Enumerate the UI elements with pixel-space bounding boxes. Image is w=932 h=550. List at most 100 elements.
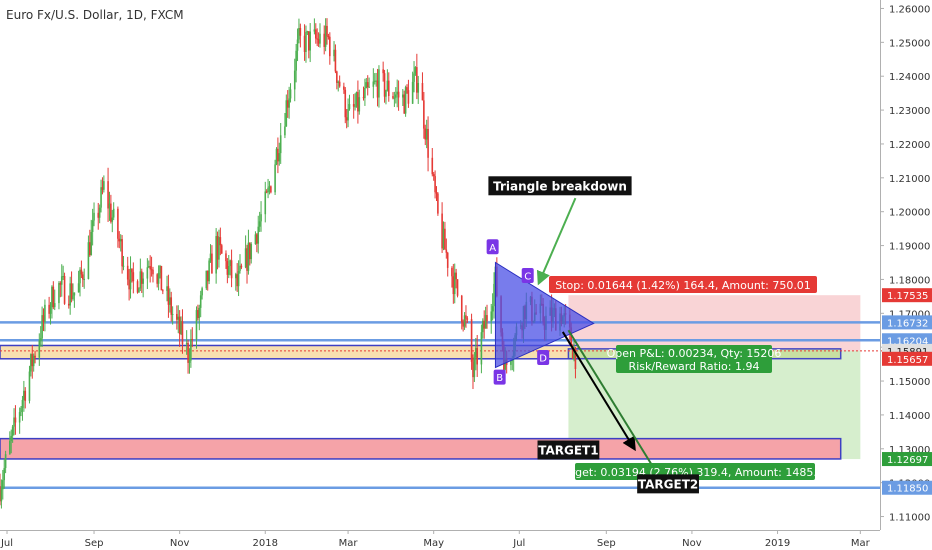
candle-body (38, 340, 41, 358)
candle-body (441, 213, 443, 249)
candle-body (299, 28, 302, 36)
candle-body (265, 191, 268, 193)
candle-body (188, 360, 191, 363)
candle-body (387, 80, 390, 97)
support-zone-2 (0, 437, 842, 460)
candle-body (23, 390, 25, 400)
price-tag-stop-box (882, 288, 932, 303)
candle-body (63, 276, 66, 304)
x-tick-label: 2019 (765, 538, 790, 549)
candle-body (247, 242, 250, 271)
candle-body (110, 203, 112, 222)
candle-body (474, 347, 477, 358)
chart-title: Euro Fx/U.S. Dollar, 1D, FXCM (6, 8, 184, 22)
candle-body (190, 338, 192, 361)
candle-body (30, 354, 32, 372)
candle-body (80, 269, 83, 275)
y-tick-label: 1.17000 (889, 309, 930, 320)
price-tag-level-2-box (882, 333, 932, 348)
candle-body (264, 191, 267, 215)
candle-body (254, 234, 257, 245)
candle-body (89, 242, 91, 256)
candle-body (348, 104, 351, 110)
candle-body (146, 267, 149, 279)
candle-body (147, 266, 150, 268)
candle-body (288, 98, 290, 108)
candle-body (167, 286, 170, 305)
triangle-point-d: D (537, 350, 550, 366)
candle-body (142, 278, 144, 284)
candle-body (277, 148, 279, 162)
candle-body (437, 193, 439, 214)
candle-body (333, 49, 335, 57)
point-label-box (493, 369, 506, 385)
candle-body (31, 354, 34, 367)
candle-body (119, 239, 122, 242)
candle-body (166, 286, 168, 291)
candle-body (466, 318, 469, 320)
price-tag-level-3: 1.11850 (882, 480, 932, 495)
point-label-text: A (489, 243, 496, 254)
candle-body (10, 435, 13, 441)
y-tick-label: 1.20000 (889, 208, 930, 219)
candle-body (490, 311, 493, 322)
candle-body (100, 187, 102, 208)
candle-body (473, 357, 476, 378)
y-tick-label: 1.25000 (889, 38, 930, 49)
candle-body (2, 480, 4, 490)
price-tag-stop-text: 1.17535 (887, 291, 928, 302)
candle-body (493, 283, 495, 307)
candle-body (463, 315, 466, 327)
candle-body (278, 153, 281, 162)
candle-body (382, 69, 384, 74)
candle-body (362, 97, 365, 99)
candle-body (293, 70, 296, 90)
candle-body (275, 148, 278, 165)
candle-body (0, 486, 1, 502)
candle-body (131, 268, 133, 273)
annotation-text: TARGET2 (638, 477, 698, 491)
candle-body (402, 94, 404, 98)
x-tick-label: Sep (85, 538, 104, 549)
candle-body (132, 272, 135, 282)
candle-body (323, 33, 326, 47)
candle-body (470, 319, 473, 362)
candle-body (97, 212, 100, 218)
candle-body (162, 290, 164, 292)
candle-body (21, 399, 24, 409)
candle-body (108, 203, 111, 209)
pnl-label-box (616, 345, 772, 373)
candle-body (237, 271, 240, 287)
candle-body (122, 265, 125, 267)
candle-body (169, 297, 171, 305)
candle-body (352, 104, 355, 107)
candle-body (67, 303, 70, 306)
point-label-box (486, 239, 499, 255)
candle-body (219, 237, 222, 246)
candle-body (366, 82, 369, 88)
candle-body (121, 239, 123, 267)
y-tick-label: 1.22000 (889, 140, 930, 151)
candle-body (157, 272, 160, 284)
candle-body (329, 36, 331, 57)
price-tag-zone1-box (882, 351, 932, 366)
candle-body (216, 236, 219, 260)
candle-body (486, 315, 488, 322)
candle-body (13, 417, 15, 427)
candle-body (455, 272, 457, 280)
y-tick-label: 1.23000 (889, 106, 930, 117)
y-tick-label: 1.11000 (889, 513, 930, 524)
candle-body (354, 106, 356, 108)
candle-body (396, 91, 398, 95)
candle-body (423, 100, 425, 129)
candle-body (149, 266, 151, 270)
candle-body (309, 31, 311, 51)
price-tag-level-1-box (882, 315, 932, 330)
candle-body (421, 83, 424, 101)
triangle-point-c: C (521, 268, 534, 284)
annotation-2: TARGET1 (537, 440, 600, 460)
candle-body (306, 31, 309, 33)
candle-body (176, 313, 178, 320)
candle-body (32, 355, 35, 367)
